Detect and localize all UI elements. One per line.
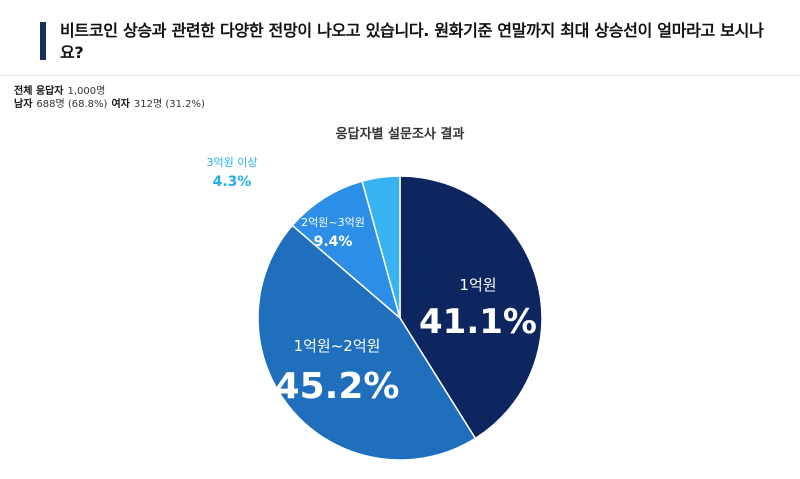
slice-label: 1억원~2억원 — [294, 337, 381, 355]
slice-label: 1억원 — [459, 276, 496, 294]
total-value: 1,000명 — [67, 86, 106, 97]
question-accent-bar — [40, 22, 46, 60]
slice-label: 3억원 이상 — [207, 156, 258, 169]
slice-value-label: 4.3% — [213, 174, 252, 190]
pie-slice — [291, 180, 402, 321]
male-label: 남자 — [14, 99, 33, 110]
respondent-total: 전체 응답자 1,000명 — [14, 85, 105, 98]
pie-slice — [361, 175, 401, 319]
female-label: 여자 — [111, 99, 130, 110]
pie-slice — [257, 224, 477, 461]
female-value: 312명 (31.2%) — [133, 99, 205, 110]
slice-value-label: 9.4% — [314, 234, 353, 250]
total-label: 전체 응답자 — [14, 86, 64, 97]
slice-value-label: 45.2% — [275, 366, 400, 407]
divider — [0, 75, 800, 76]
respondent-gender: 남자 688명 (68.8%) 여자 312명 (31.2%) — [14, 98, 205, 111]
pie-slice — [399, 175, 543, 440]
slice-value-label: 41.1% — [419, 302, 537, 342]
slice-label: 2억원~3억원 — [301, 216, 365, 229]
chart-title: 응답자별 설문조사 결과 — [336, 126, 465, 142]
male-value: 688명 (68.8%) — [36, 99, 108, 110]
survey-question: 비트코인 상승과 관련한 다양한 전망이 나오고 있습니다. 원화기준 연말까지… — [60, 21, 764, 62]
